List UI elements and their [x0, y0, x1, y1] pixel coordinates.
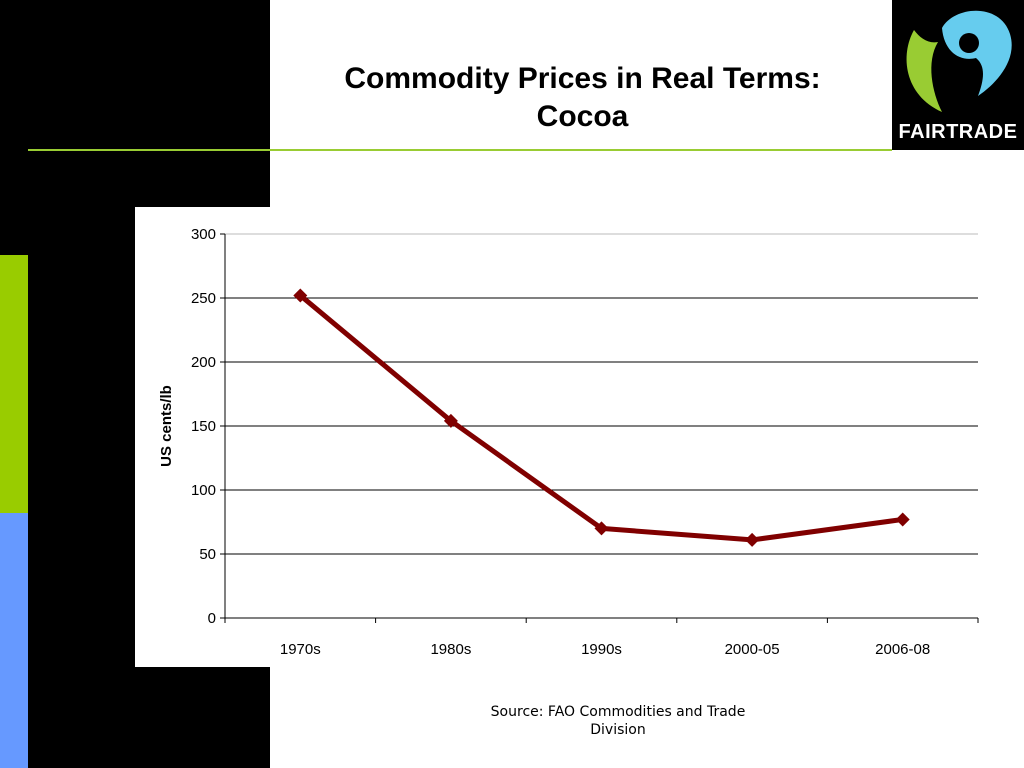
y-tick-label: 250 — [191, 290, 216, 307]
slide-title: Commodity Prices in Real Terms: Cocoa — [300, 60, 865, 136]
left-blue-accent-bar — [0, 513, 28, 768]
data-point-marker — [443, 413, 458, 428]
x-tick-label: 1980s — [430, 641, 471, 658]
y-tick-label: 300 — [191, 226, 216, 243]
y-tick-label: 0 — [208, 610, 216, 627]
data-point-marker — [594, 521, 609, 536]
fairtrade-mark-green-leaf-icon — [906, 30, 942, 112]
slide-title-line2: Cocoa — [536, 100, 629, 133]
y-tick-label: 150 — [191, 418, 216, 435]
fairtrade-mark-icon — [906, 10, 1012, 112]
data-point-marker — [745, 532, 760, 547]
y-tick-label: 200 — [191, 354, 216, 371]
x-tick-label: 1970s — [280, 641, 321, 658]
x-tick-label: 2000-05 — [725, 641, 780, 658]
fairtrade-logo: FAIRTRADE — [892, 0, 1024, 150]
series-line — [297, 292, 906, 543]
data-point-marker — [293, 288, 308, 303]
y-axis-label: US cents/lb — [158, 385, 175, 467]
title-divider-line — [28, 149, 892, 151]
left-green-accent-bar — [0, 255, 28, 513]
y-tick-label: 100 — [191, 482, 216, 499]
chart-panel: 0 50 100 150 200 250 300 1970s 1980s 1990s 2000-05… — [135, 207, 1000, 667]
logo-text: FAIRTRADE — [898, 121, 1018, 143]
cocoa-price-line-chart: 0 50 100 150 200 250 300 1970s 1980s 1990s 2000-05… — [158, 226, 979, 658]
fairtrade-mark-eye-icon — [959, 33, 979, 53]
data-point-marker — [895, 512, 910, 527]
x-tick-label: 1990s — [581, 641, 622, 658]
x-tick-label: 2006-08 — [875, 641, 930, 658]
slide-title-line1: Commodity Prices in Real Terms: — [344, 62, 821, 95]
source-note: Source: FAO Commodities and Trade Divisi… — [490, 704, 746, 738]
y-tick-label: 50 — [199, 546, 216, 563]
fairtrade-mark-blue-swirl-icon — [942, 10, 1012, 96]
